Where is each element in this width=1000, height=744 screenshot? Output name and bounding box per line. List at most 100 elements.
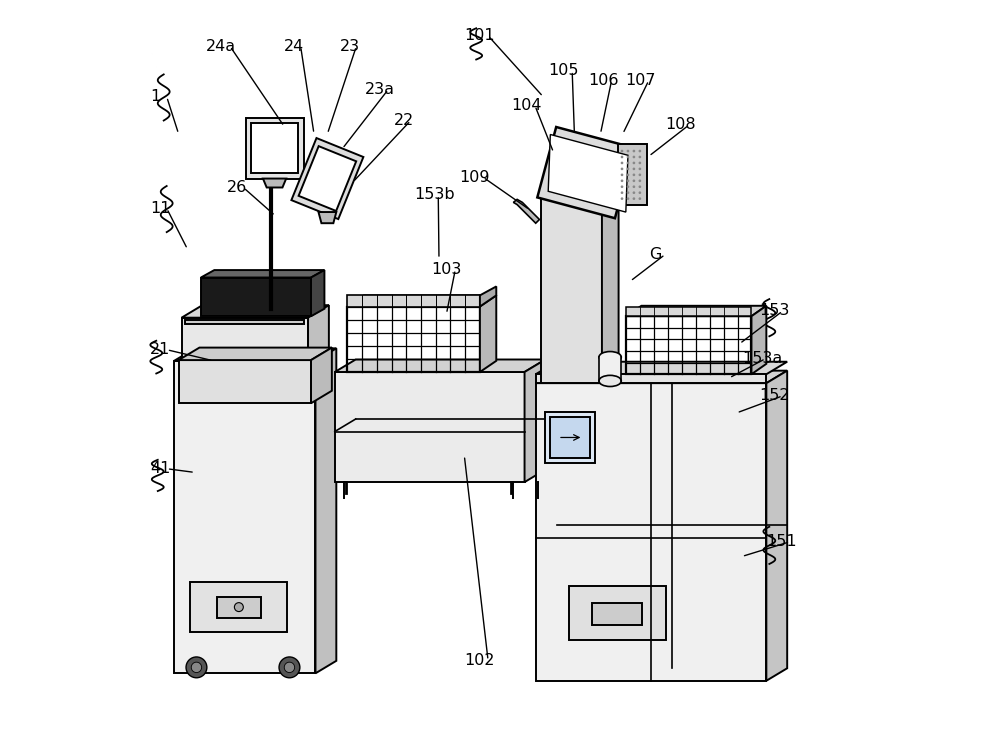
Bar: [550, 417, 590, 458]
Circle shape: [621, 173, 623, 176]
Bar: [185, 320, 304, 324]
Circle shape: [284, 662, 295, 673]
Text: 24a: 24a: [206, 39, 236, 54]
Polygon shape: [311, 270, 324, 316]
Bar: [541, 199, 602, 383]
Bar: [335, 372, 525, 482]
Text: 11: 11: [150, 201, 171, 216]
Polygon shape: [525, 359, 545, 482]
Text: 23a: 23a: [365, 82, 395, 97]
Circle shape: [639, 185, 641, 188]
Text: G: G: [649, 247, 661, 262]
Circle shape: [639, 173, 641, 176]
Bar: [536, 374, 766, 383]
Bar: [626, 316, 751, 374]
Bar: [201, 278, 311, 316]
Circle shape: [639, 161, 641, 164]
Text: 26: 26: [227, 180, 247, 195]
Polygon shape: [174, 348, 336, 361]
Circle shape: [621, 185, 623, 188]
Text: 106: 106: [588, 73, 618, 88]
Polygon shape: [536, 362, 787, 374]
Text: 105: 105: [548, 63, 579, 78]
Polygon shape: [201, 270, 324, 278]
Circle shape: [633, 167, 635, 170]
Circle shape: [633, 173, 635, 176]
Polygon shape: [548, 135, 628, 212]
Bar: [179, 360, 311, 403]
Circle shape: [627, 155, 629, 158]
Circle shape: [186, 657, 207, 678]
Text: 102: 102: [464, 653, 495, 668]
Polygon shape: [513, 199, 539, 223]
Bar: [536, 383, 766, 681]
Polygon shape: [291, 138, 363, 219]
Circle shape: [621, 179, 623, 182]
Circle shape: [627, 150, 629, 153]
Bar: [618, 144, 647, 205]
Polygon shape: [751, 306, 766, 374]
Circle shape: [627, 173, 629, 176]
Bar: [592, 603, 642, 625]
Circle shape: [633, 155, 635, 158]
Circle shape: [627, 179, 629, 182]
Circle shape: [279, 657, 300, 678]
Text: 109: 109: [459, 170, 490, 185]
Text: 41: 41: [150, 461, 171, 476]
Circle shape: [639, 197, 641, 200]
Circle shape: [633, 185, 635, 188]
Circle shape: [191, 662, 202, 673]
Ellipse shape: [599, 352, 621, 363]
Bar: [190, 582, 287, 632]
Bar: [626, 307, 751, 316]
Text: 24: 24: [284, 39, 304, 54]
Bar: [347, 307, 480, 372]
Circle shape: [621, 191, 623, 194]
Polygon shape: [299, 146, 356, 211]
Bar: [174, 361, 315, 673]
Circle shape: [639, 179, 641, 182]
Circle shape: [621, 155, 623, 158]
Bar: [246, 118, 304, 179]
Bar: [347, 295, 480, 307]
Polygon shape: [536, 371, 787, 383]
Circle shape: [627, 191, 629, 194]
Text: 1: 1: [150, 89, 161, 104]
Text: 23: 23: [340, 39, 360, 54]
Text: 103: 103: [432, 262, 462, 277]
Ellipse shape: [599, 375, 621, 387]
Text: 153a: 153a: [742, 351, 782, 366]
Polygon shape: [602, 188, 619, 383]
Circle shape: [633, 161, 635, 164]
Polygon shape: [311, 347, 332, 403]
Circle shape: [621, 150, 623, 153]
Bar: [217, 597, 261, 618]
Text: 153b: 153b: [414, 187, 455, 202]
Polygon shape: [537, 127, 634, 218]
Text: 107: 107: [625, 73, 655, 88]
Bar: [251, 123, 298, 173]
Circle shape: [621, 161, 623, 164]
Polygon shape: [263, 179, 286, 187]
Text: 101: 101: [464, 28, 495, 43]
Polygon shape: [347, 295, 496, 307]
Bar: [182, 318, 308, 361]
Polygon shape: [626, 306, 766, 316]
Text: 104: 104: [511, 98, 542, 113]
Text: 22: 22: [394, 113, 415, 128]
Polygon shape: [541, 188, 619, 199]
Circle shape: [627, 161, 629, 164]
Text: 153: 153: [759, 304, 789, 318]
Polygon shape: [182, 305, 329, 318]
Polygon shape: [480, 295, 496, 372]
Circle shape: [627, 185, 629, 188]
Bar: [599, 357, 621, 381]
Polygon shape: [308, 305, 329, 361]
Circle shape: [234, 603, 243, 612]
Polygon shape: [318, 212, 336, 223]
Polygon shape: [315, 348, 336, 673]
Text: 21: 21: [150, 342, 171, 357]
Bar: [545, 412, 595, 463]
Bar: [569, 586, 666, 640]
Circle shape: [627, 167, 629, 170]
